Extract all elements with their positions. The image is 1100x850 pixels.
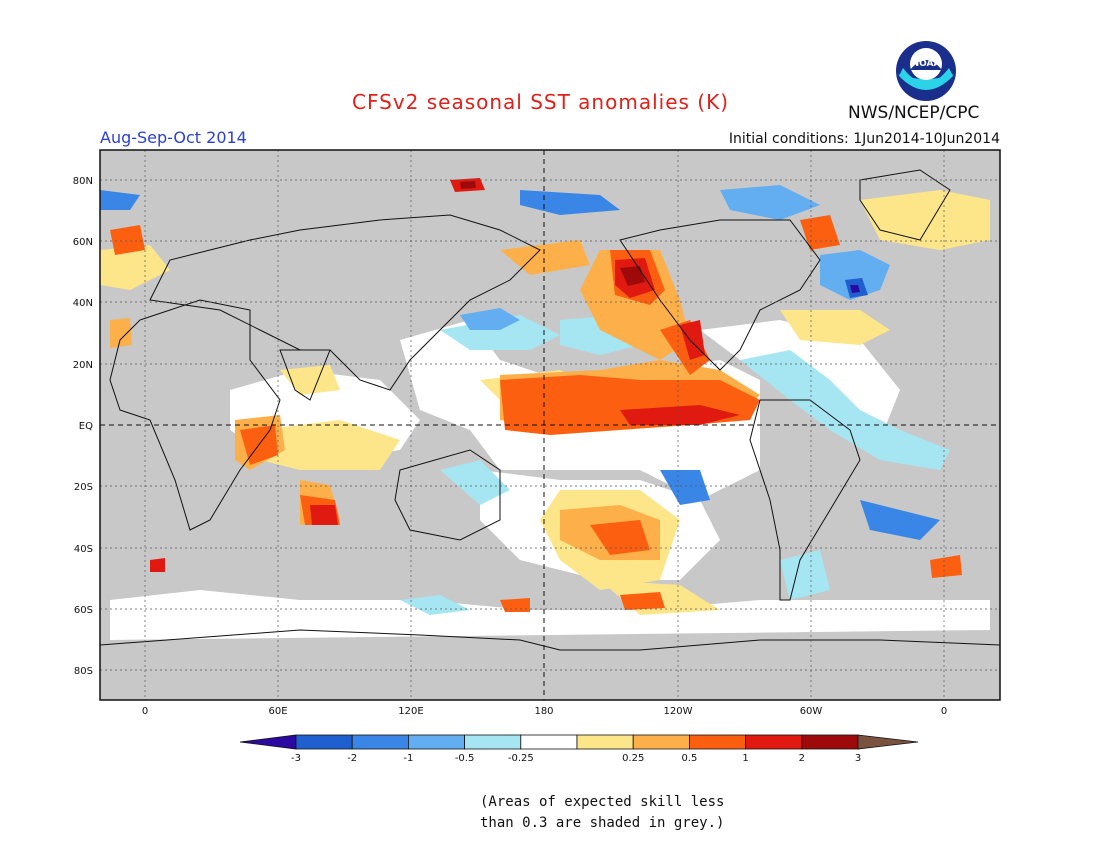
colorbar-label: 0.5 (681, 753, 697, 764)
lon-label: 60E (268, 706, 287, 717)
colorbar-segment (745, 734, 803, 750)
map-frame (99, 149, 1001, 701)
agency-label: NWS/NCEP/CPC (848, 103, 980, 123)
lat-label: 20S (74, 482, 93, 493)
lat-label: 40S (74, 544, 93, 555)
colorbar-segment (576, 734, 634, 750)
lon-label: 120E (398, 706, 423, 717)
colorbar-segment (801, 734, 859, 750)
season-label: Aug-Sep-Oct 2014 (100, 128, 247, 147)
colorbar-segment (689, 734, 747, 750)
lat-label: 80N (73, 176, 93, 187)
note-line-2: than 0.3 are shaded in grey.) (480, 815, 725, 831)
colorbar-label: -0.25 (508, 753, 534, 764)
lon-label: 120W (664, 706, 693, 717)
lat-labels: 80N 60N 40N 20N EQ 20S 40S 60S 80S (73, 176, 93, 677)
note-line-1: (Areas of expected skill less (480, 794, 725, 810)
lon-label: 180 (534, 706, 553, 717)
colorbar-min-arrow (239, 734, 297, 750)
colorbar-segment (632, 734, 690, 750)
chart-title: CFSv2 seasonal SST anomalies (K) (352, 90, 729, 114)
lon-labels: 0 60E 120E 180 120W 60W 0 (142, 706, 947, 717)
lat-label: 40N (73, 298, 93, 309)
colorbar-segment (464, 734, 522, 750)
colorbar: -3 -2 -1 -0.5 -0.25 0.25 0.5 1 2 3 (239, 734, 919, 764)
colorbar-max-arrow (857, 734, 919, 750)
logo-text: NOAA (912, 59, 941, 69)
colorbar-label: -2 (347, 753, 357, 764)
sst-anomaly-field (100, 178, 990, 640)
colorbar-label: -3 (291, 753, 301, 764)
initial-conditions: Initial conditions: 1Jun2014-10Jun2014 (728, 131, 1000, 147)
colorbar-segment (295, 734, 353, 750)
lat-label: 60N (73, 237, 93, 248)
skill-note: (Areas of expected skill less than 0.3 a… (480, 792, 724, 834)
colorbar-label: -0.5 (455, 753, 475, 764)
lon-label: 60W (800, 706, 823, 717)
colorbar-label: 1 (742, 753, 748, 764)
coastlines (100, 169, 1000, 651)
lat-label: 20N (73, 360, 93, 371)
lon-label: 0 (142, 706, 148, 717)
equator-dateline (100, 150, 1000, 700)
colorbar-segment (351, 734, 409, 750)
colorbar-label: 0.25 (622, 753, 644, 764)
colorbar-segment (407, 734, 465, 750)
lat-label: 60S (74, 605, 93, 616)
colorbar-label: 3 (855, 753, 861, 764)
colorbar-label: 2 (799, 753, 805, 764)
noaa-logo: NOAA (896, 41, 956, 101)
lat-label: EQ (79, 421, 93, 432)
colorbar-segment (520, 734, 578, 750)
lat-label: 80S (74, 666, 93, 677)
colorbar-label: -1 (403, 753, 413, 764)
lon-label: 0 (941, 706, 947, 717)
